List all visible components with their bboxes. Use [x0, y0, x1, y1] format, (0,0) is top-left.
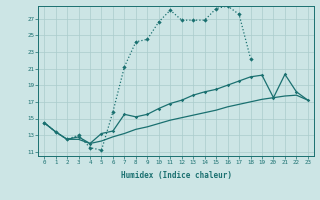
X-axis label: Humidex (Indice chaleur): Humidex (Indice chaleur) [121, 171, 231, 180]
